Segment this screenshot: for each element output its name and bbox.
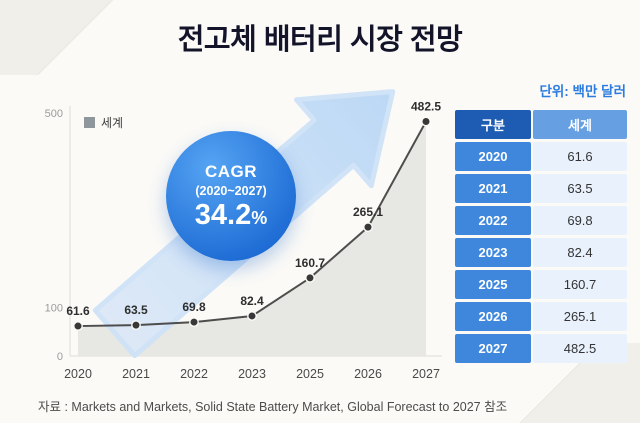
source-note: 자료 : Markets and Markets, Solid State Ba… [38, 400, 508, 414]
chart-point [247, 311, 257, 321]
table-row: 2026 265.1 [455, 302, 627, 331]
cagr-badge: CAGR (2020~2027) 34.2% [166, 131, 296, 261]
chart-point [421, 116, 431, 127]
cagr-number: 34.2 [194, 199, 252, 231]
chart-point-label: 265.1 [353, 205, 383, 219]
table-header-category: 구분 [455, 110, 531, 139]
chart-dots-layer [73, 116, 431, 331]
table-year-cell: 2021 [455, 174, 531, 203]
y-axis-tick: 500 [45, 108, 63, 120]
chart-point [131, 320, 141, 331]
corner-decoration-top-left [0, 0, 150, 75]
table-header-world: 세계 [533, 110, 627, 139]
chart-labels-layer: 61.6 63.5 69.8 82.4 160.7 265.1 482.5 [66, 100, 441, 319]
chart-point-label: 61.6 [66, 304, 90, 318]
page-title: 전고체 배터리 시장 전망 [177, 24, 463, 56]
x-axis-label: 2025 [296, 367, 324, 381]
table-value-cell: 63.5 [533, 174, 627, 203]
table-value-cell: 160.7 [533, 270, 627, 299]
table-value-cell: 69.8 [533, 206, 627, 235]
table-year-cell: 2020 [455, 142, 531, 171]
x-axis-label: 2021 [122, 367, 150, 381]
table-header-row: 구분 세계 [455, 110, 627, 139]
chart-area [78, 121, 426, 356]
x-axis-label: 2022 [180, 367, 208, 381]
chart-point-label: 63.5 [124, 303, 148, 317]
x-axis-label: 2026 [354, 367, 382, 381]
table-row: 2023 82.4 [455, 238, 627, 267]
table-row: 2021 63.5 [455, 174, 627, 203]
chart-point-label: 69.8 [182, 300, 206, 314]
unit-label: 단위: 백만 달러 [539, 84, 626, 99]
table-value-cell: 482.5 [533, 334, 627, 363]
table-value-cell: 265.1 [533, 302, 627, 331]
cagr-percent-sign: % [251, 208, 268, 228]
table-row: 2027 482.5 [455, 334, 627, 363]
table-year-cell: 2022 [455, 206, 531, 235]
x-axis-label: 2023 [238, 367, 266, 381]
legend-label: 세계 [101, 116, 124, 130]
cagr-value: 34.2% [195, 201, 267, 230]
table-body: 2020 61.6 2021 63.5 2022 69.8 2023 82.4 2025 160.… [455, 142, 627, 363]
table-year-cell: 2027 [455, 334, 531, 363]
table-row: 2025 160.7 [455, 270, 627, 299]
chart-legend: 세계 [84, 114, 123, 131]
x-axis-label: 2027 [412, 367, 440, 381]
y-axis-tick: 0 [57, 351, 63, 363]
x-axis-label: 2020 [64, 367, 92, 381]
chart-point-label: 160.7 [295, 256, 325, 270]
chart-area-fill [78, 121, 426, 356]
y-axis-tick: 100 [45, 302, 63, 314]
table-year-cell: 2023 [455, 238, 531, 267]
chart-point-label: 482.5 [411, 100, 441, 114]
table-year-cell: 2026 [455, 302, 531, 331]
chart-point [305, 272, 315, 283]
chart-point [73, 321, 83, 331]
data-table: 구분 세계 2020 61.6 2021 63.5 2022 69.8 2023 82.4 20… [455, 110, 627, 366]
table-value-cell: 61.6 [533, 142, 627, 171]
table-row: 2022 69.8 [455, 206, 627, 235]
table-row: 2020 61.6 [455, 142, 627, 171]
legend-swatch-icon [84, 117, 95, 128]
cagr-period: (2020~2027) [195, 184, 267, 198]
chart-point-label: 82.4 [240, 294, 264, 308]
table-year-cell: 2025 [455, 270, 531, 299]
table-value-cell: 82.4 [533, 238, 627, 267]
chart-point [363, 222, 373, 233]
cagr-title: CAGR [204, 162, 258, 181]
chart-point [189, 317, 199, 327]
chart-xaxis-layer: 2020 2021 2022 2023 2025 2026 2027 [64, 367, 440, 381]
